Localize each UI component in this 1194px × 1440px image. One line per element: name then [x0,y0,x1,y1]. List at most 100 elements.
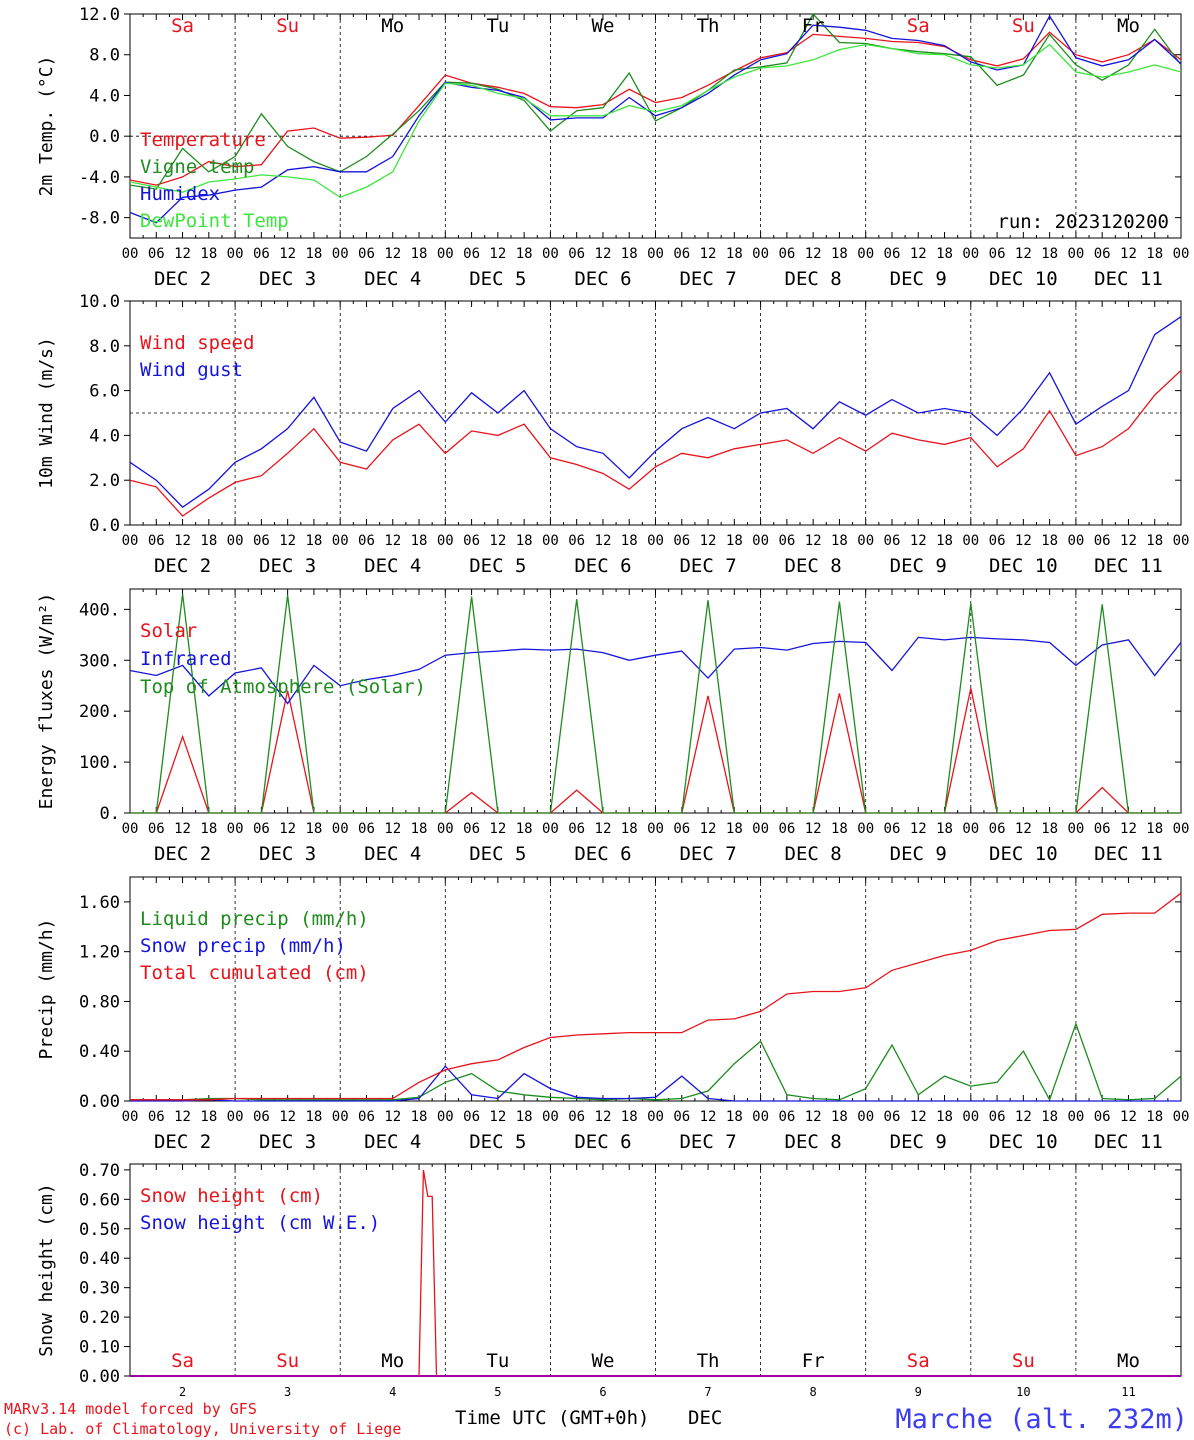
hour-tick-label: 12 [700,1109,717,1125]
hour-tick-label: 12 [910,1109,927,1125]
day-date-label: DEC 4 [364,843,421,865]
hour-tick-label: 06 [884,533,901,549]
hour-tick-label: 12 [1015,246,1032,262]
y-tick-label: -4.0 [79,168,120,188]
hour-tick-label: 06 [463,1109,480,1125]
hour-tick-label: 18 [516,246,533,262]
hour-tick-label: 06 [884,246,901,262]
y-tick-label: 2.0 [89,471,120,491]
hour-tick-label: 00 [437,533,454,549]
day-date-label: DEC 8 [785,1131,842,1153]
hour-tick-label: 12 [279,1109,296,1125]
hour-tick-label: 12 [384,821,401,837]
y-tick-label: 8.0 [89,46,120,66]
hour-tick-label: 12 [489,246,506,262]
hour-tick-label: 12 [1015,533,1032,549]
hour-tick-label: 18 [411,246,428,262]
hour-tick-label: 06 [148,246,165,262]
plot-frame [130,589,1181,813]
legend-entry: Vigne temp [140,156,254,178]
hour-tick-label: 18 [726,246,743,262]
day-date-label: DEC 2 [154,843,211,865]
hour-tick-label: 00 [752,246,769,262]
day-number-label: 10 [1016,1385,1030,1399]
y-tick-label: 0.70 [79,1161,120,1181]
y-tick-label: 0.00 [79,1367,120,1387]
hour-tick-label: 12 [489,821,506,837]
hour-tick-label: 18 [411,533,428,549]
day-date-label: DEC 9 [890,843,947,865]
hour-tick-label: 00 [752,1109,769,1125]
panel-5: 0.000.100.200.300.400.500.600.70Snow hei… [36,1161,1181,1399]
weekday-label: We [592,1350,615,1372]
hour-tick-label: 18 [936,1109,953,1125]
hour-tick-label: 00 [1067,1109,1084,1125]
hour-tick-label: 06 [778,1109,795,1125]
day-date-label: DEC 7 [679,268,736,290]
hour-tick-label: 12 [489,533,506,549]
hour-tick-label: 00 [227,821,244,837]
hour-tick-label: 00 [332,246,349,262]
hour-tick-label: 06 [358,533,375,549]
day-date-label: DEC 6 [574,555,631,577]
day-date-label: DEC 5 [469,268,526,290]
hour-tick-label: 18 [411,1109,428,1125]
legend-entry: Liquid precip (mm/h) [140,908,369,930]
y-tick-label: -8.0 [79,209,120,229]
day-date-label: DEC 5 [469,843,526,865]
hour-tick-label: 12 [384,1109,401,1125]
hour-tick-label: 12 [910,533,927,549]
plot-frame [130,14,1181,238]
weekday-label: Sa [907,15,930,37]
hour-tick-label: 00 [542,821,559,837]
day-date-label: DEC 7 [679,843,736,865]
y-tick-label: 0.0 [89,127,120,147]
y-tick-label: 0.40 [79,1249,120,1269]
weekday-label: Fr [802,1350,825,1372]
hour-tick-label: 06 [568,533,585,549]
day-date-label: DEC 9 [890,268,947,290]
hour-tick-label: 18 [1041,821,1058,837]
weekday-label: Su [276,15,299,37]
day-date-label: DEC 9 [890,1131,947,1153]
hour-tick-label: 12 [1120,1109,1137,1125]
hour-tick-label: 12 [279,533,296,549]
hour-tick-label: 18 [1146,246,1163,262]
hour-tick-label: 12 [489,1109,506,1125]
day-date-label: DEC 2 [154,268,211,290]
y-tick-label: 400. [79,600,120,620]
hour-tick-label: 18 [936,533,953,549]
hour-tick-label: 00 [437,1109,454,1125]
hour-tick-label: 00 [122,533,139,549]
y-tick-label: 10.0 [79,292,120,312]
hour-tick-label: 06 [884,1109,901,1125]
hour-tick-label: 06 [148,533,165,549]
y-tick-label: 0.50 [79,1220,120,1240]
hour-tick-label: 06 [568,1109,585,1125]
legend-entry: Snow height (cm W.E.) [140,1212,380,1234]
hour-tick-label: 06 [989,533,1006,549]
weekday-label: Sa [907,1350,930,1372]
hour-tick-label: 12 [384,246,401,262]
day-date-label: DEC 8 [785,843,842,865]
legend-entry: Total cumulated (cm) [140,962,369,984]
hour-tick-label: 18 [1041,246,1058,262]
hour-tick-label: 18 [621,533,638,549]
day-date-label: DEC 4 [364,1131,421,1153]
hour-tick-label: 06 [568,246,585,262]
hour-tick-label: 12 [595,821,612,837]
panel-3: 0.100.200.300.400.Energy fluxes (W/m²)So… [36,589,1189,865]
day-date-label: DEC 5 [469,1131,526,1153]
station-name: Marche (alt. 232m) [895,1404,1188,1435]
hour-tick-label: 00 [752,533,769,549]
day-date-label: DEC 2 [154,555,211,577]
hour-tick-label: 12 [1120,246,1137,262]
hour-tick-label: 00 [122,1109,139,1125]
weekday-label: Mo [381,1350,404,1372]
hour-tick-label: 12 [805,821,822,837]
y-tick-label: 200. [79,702,120,722]
legend-entry: DewPoint Temp [140,210,289,232]
hour-tick-label: 12 [1120,821,1137,837]
day-date-label: DEC 2 [154,1131,211,1153]
